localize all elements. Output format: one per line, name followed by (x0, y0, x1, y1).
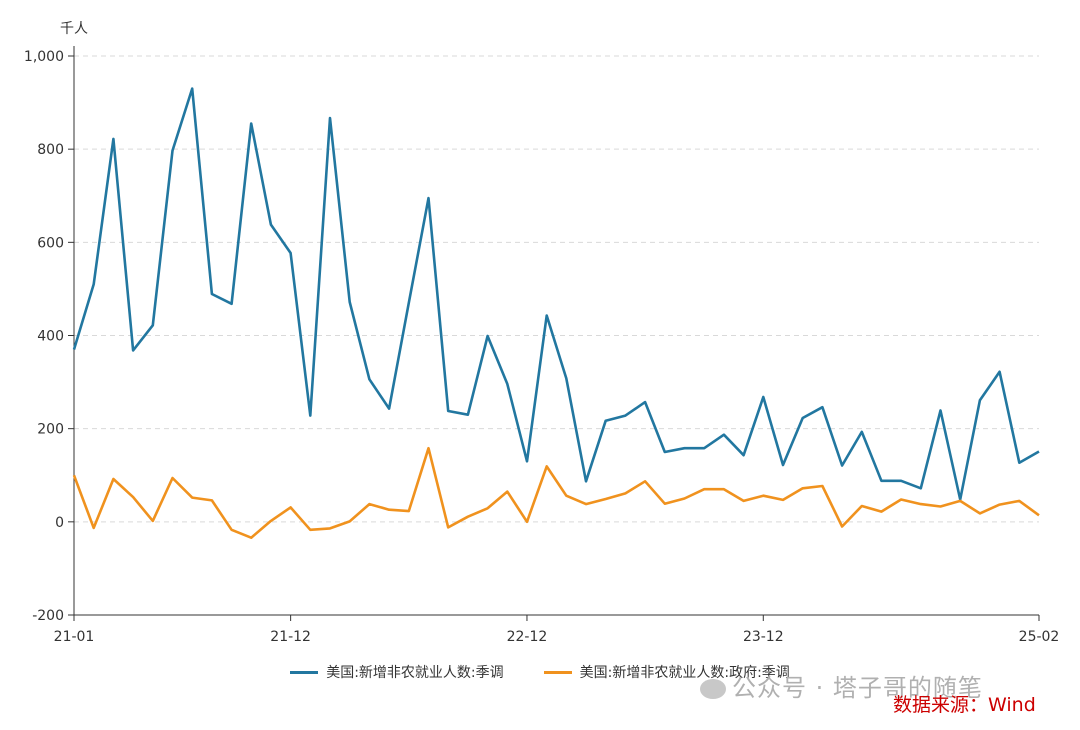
y-axis-unit-label: 千人 (60, 21, 88, 37)
series-lines (72, 87, 1040, 540)
y-tick-label: -200 (32, 608, 64, 624)
legend-item-total[interactable]: 美国:新增非农就业人数:季调 (290, 662, 504, 682)
x-tick-label: 23-12 (743, 629, 784, 645)
x-axis-ticks: 21-01 21-12 22-12 23-12 25-02 (54, 615, 1060, 645)
axes (73, 46, 1039, 616)
series-line-1 (72, 446, 1040, 540)
y-axis-ticks: -200 0 200 400 600 800 1,000 (24, 49, 74, 624)
y-tick-label: 1,000 (24, 49, 64, 65)
y-tick-label: 600 (37, 235, 64, 251)
wechat-icon (700, 679, 726, 699)
x-tick-label: 25-02 (1019, 629, 1060, 645)
y-tick-label: 400 (37, 329, 64, 345)
data-source-label: 数据来源：Wind (893, 694, 1036, 716)
legend-swatch-total (290, 670, 319, 674)
x-tick-label: 22-12 (507, 629, 548, 645)
series-line-0 (72, 87, 1040, 501)
x-tick-label: 21-01 (54, 629, 95, 645)
y-tick-label: 0 (55, 515, 64, 531)
legend-swatch-government (543, 670, 572, 674)
watermark-text: 公众号 · 塔子哥的随笔 (732, 674, 983, 702)
grid-lines (74, 55, 1039, 523)
legend-label-total: 美国:新增非农就业人数:季调 (326, 665, 504, 681)
watermark: 公众号 · 塔子哥的随笔 (700, 668, 983, 703)
x-tick-label: 21-12 (270, 629, 311, 645)
legend-item-government[interactable]: 美国:新增非农就业人数:政府:季调 (543, 662, 790, 682)
legend: 美国:新增非农就业人数:季调 美国:新增非农就业人数:政府:季调 (0, 662, 1080, 682)
y-tick-label: 800 (37, 142, 64, 158)
y-tick-label: 200 (37, 422, 64, 438)
legend-label-government: 美国:新增非农就业人数:政府:季调 (579, 665, 790, 681)
